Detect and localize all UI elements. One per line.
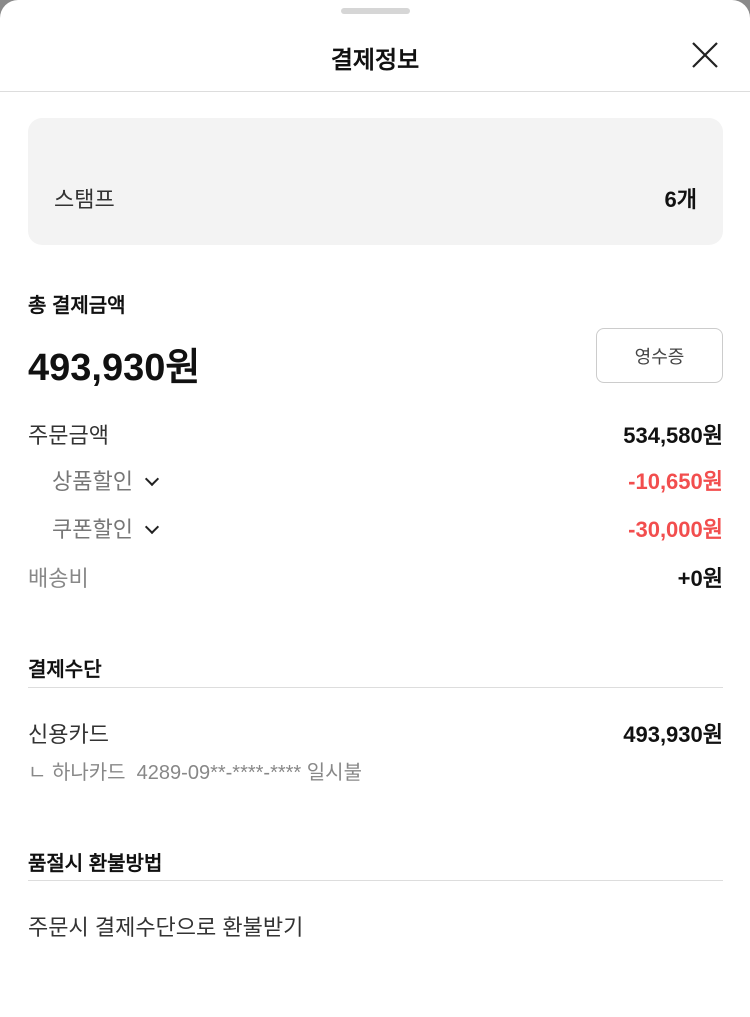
coupon-discount-value: -30,000원 [628, 517, 723, 542]
total-amount: 493,930원 [28, 347, 201, 389]
shipping-row: 배송비 +0원 [28, 561, 723, 593]
product-discount-label: 상품할인 [52, 469, 133, 494]
shipping-label: 배송비 [28, 566, 89, 591]
drag-handle[interactable] [341, 8, 410, 14]
order-amount-row: 주문금액 534,580원 [28, 418, 723, 450]
divider [28, 687, 723, 688]
coupon-discount-label: 쿠폰할인 [52, 517, 133, 542]
stamp-card: 스탬프 6개 [28, 118, 723, 245]
chevron-down-icon [144, 519, 160, 535]
card-detail: ㄴ 하나카드 4289-09**-****-**** 일시불 [28, 762, 362, 784]
total-label: 총 결제금액 [28, 295, 126, 317]
coupon-discount-row[interactable]: 쿠폰할인 -30,000원 [28, 512, 723, 544]
shipping-value: +0원 [677, 566, 723, 591]
stamp-label: 스탬프 [54, 187, 115, 212]
chevron-down-icon [144, 471, 160, 487]
payment-method-title: 결제수단 [28, 659, 102, 681]
order-amount-value: 534,580원 [623, 423, 723, 448]
refund-title: 품절시 환불방법 [28, 853, 163, 875]
close-icon[interactable] [690, 40, 720, 70]
payment-method-row: 신용카드 493,930원 [28, 717, 723, 749]
product-discount-value: -10,650원 [628, 469, 723, 494]
receipt-button[interactable]: 영수증 [596, 328, 723, 383]
order-amount-label: 주문금액 [28, 423, 109, 448]
product-discount-toggle[interactable]: 상품할인 [28, 464, 160, 496]
product-discount-row[interactable]: 상품할인 -10,650원 [28, 464, 723, 496]
stamp-count: 6개 [664, 187, 697, 212]
refund-method: 주문시 결제수단으로 환불받기 [28, 915, 304, 940]
payment-amount: 493,930원 [623, 722, 723, 747]
header: 결제정보 [0, 0, 750, 92]
page-title: 결제정보 [330, 47, 420, 74]
payment-method-label: 신용카드 [28, 722, 109, 747]
coupon-discount-toggle[interactable]: 쿠폰할인 [28, 512, 160, 544]
divider [28, 880, 723, 881]
